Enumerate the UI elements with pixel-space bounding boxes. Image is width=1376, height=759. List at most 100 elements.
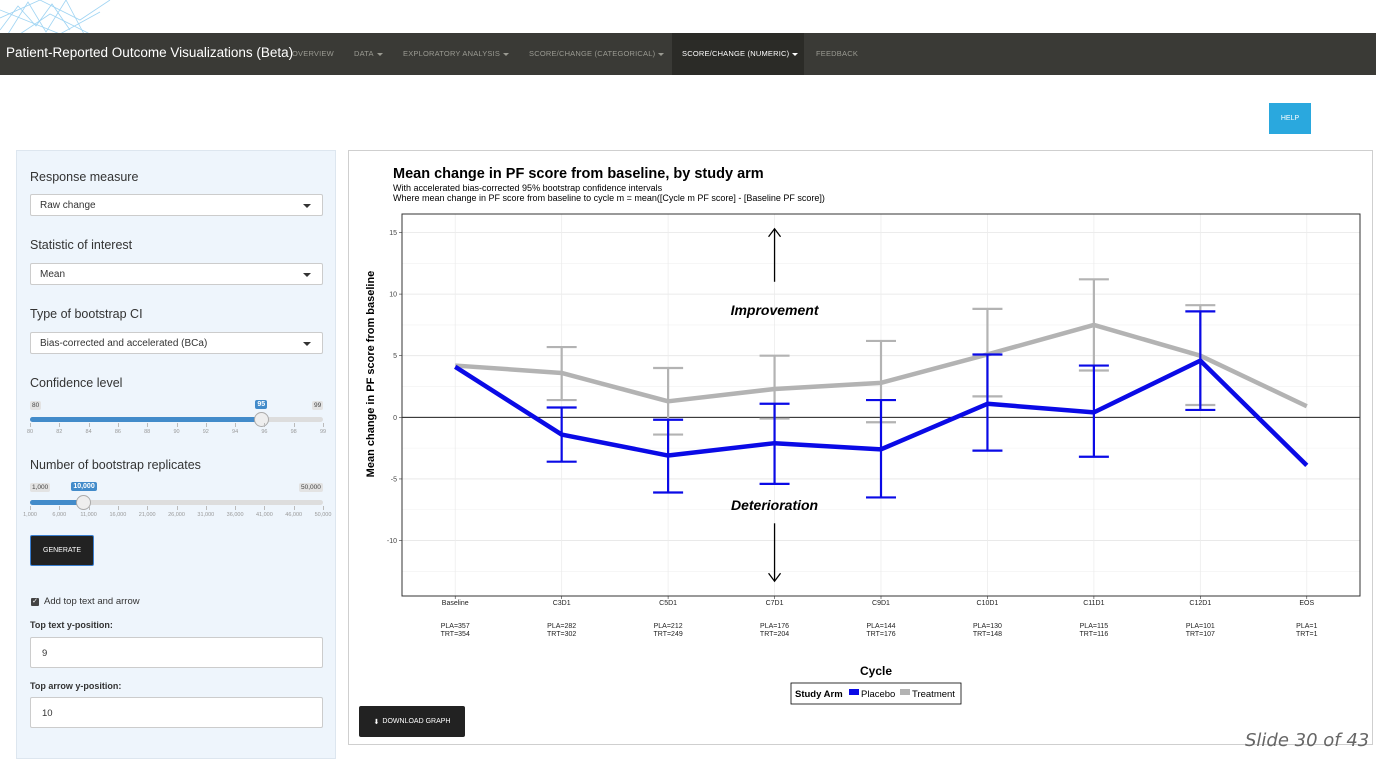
add-top-text-checkbox[interactable]: ✓: [31, 598, 39, 606]
slider-tick-label: 41,000: [255, 512, 273, 518]
response-measure-select[interactable]: Raw change: [30, 194, 323, 216]
replicates-value-label: 10,000: [71, 482, 97, 491]
annotation-improvement: Improvement: [731, 302, 820, 318]
confidence-value-label: 95: [255, 400, 268, 409]
slider-tick: [88, 423, 90, 427]
arrow-head-icon: [768, 572, 782, 583]
y-tick-label: -5: [391, 476, 397, 483]
slider-tick: [147, 423, 149, 427]
placebo-count-label: PLA=130: [973, 623, 1002, 630]
generate-button[interactable]: GENERATE: [30, 535, 94, 566]
x-tick-label: C3D1: [553, 600, 571, 607]
slider-tick-label: 82: [56, 429, 63, 435]
nav-feedback[interactable]: FEEDBACK: [816, 49, 859, 58]
x-tick-label: C11D1: [1083, 600, 1104, 607]
slider-tick: [264, 506, 266, 510]
treatment-count-label: TRT=354: [441, 631, 470, 638]
slider-tick: [293, 423, 295, 427]
nav-score-change-categorical[interactable]: SCORE/CHANGE (CATEGORICAL): [529, 49, 665, 58]
confidence-level-label: Confidence level: [30, 376, 123, 390]
settings-sidebar: Response measure Raw change Statistic of…: [16, 150, 336, 759]
slider-tick: [205, 506, 207, 510]
add-top-text-label: Add top text and arrow: [44, 596, 140, 607]
annotation-deterioration: Deterioration: [731, 497, 818, 513]
ci-type-select[interactable]: Bias-corrected and accelerated (BCa): [30, 332, 323, 354]
x-tick-label: C9D1: [872, 600, 890, 607]
chevron-down-icon: [303, 342, 311, 346]
slider-tick-label: 36,000: [226, 512, 244, 518]
y-tick-label: 15: [389, 230, 397, 237]
placebo-count-label: PLA=176: [760, 623, 789, 630]
slider-tick-label: 6,000: [52, 512, 67, 518]
download-graph-button[interactable]: ⬇ DOWNLOAD GRAPH: [359, 706, 465, 737]
slider-tick: [264, 423, 266, 427]
confidence-slider-ticks: 80 82 84 86 88 90 92 94 96 98 99: [27, 423, 326, 435]
arrow-head-icon: [768, 227, 782, 238]
y-tick-label: 5: [393, 353, 397, 360]
legend-label-placebo: Placebo: [861, 689, 895, 700]
app-logo: [0, 0, 120, 34]
nav-data[interactable]: DATA: [354, 49, 383, 58]
placebo-count-label: PLA=282: [547, 623, 576, 630]
replicates-slider[interactable]: [30, 500, 323, 505]
replicates-max-label: 50,000: [299, 483, 323, 492]
slider-tick: [293, 506, 295, 510]
placebo-count-label: PLA=1: [1296, 623, 1317, 630]
chart-legend: Study Arm Placebo Treatment: [790, 682, 962, 705]
top-arrow-y-value: 10: [42, 708, 53, 719]
replicates-slider-ticks: 1,000 6,000 11,000 16,000 21,000 26,000 31,000…: [23, 506, 331, 518]
slider-tick-label: 16,000: [109, 512, 127, 518]
legend-swatch-treatment: [900, 689, 910, 695]
slider-tick-label: 96: [261, 429, 268, 435]
treatment-count-label: TRT=302: [547, 631, 576, 638]
slider-tick-label: 46,000: [285, 512, 303, 518]
slider-tick: [176, 506, 178, 510]
confidence-slider[interactable]: [30, 417, 323, 422]
x-axis-label: Cycle: [860, 664, 892, 678]
replicates-slider-fill: [30, 500, 84, 505]
replicates-min-label: 1,000: [30, 483, 51, 492]
confidence-max-label: 99: [312, 401, 324, 410]
nav-score-change-numeric[interactable]: SCORE/CHANGE (NUMERIC): [682, 49, 799, 58]
nav-overview[interactable]: OVERVIEW: [292, 49, 334, 58]
slider-tick-label: 98: [290, 429, 297, 435]
statistic-select[interactable]: Mean: [30, 263, 323, 285]
top-navbar: Patient-Reported Outcome Visualizations …: [0, 33, 1376, 75]
treatment-count-label: TRT=116: [1080, 631, 1109, 638]
x-tick-label: EOS: [1299, 600, 1314, 607]
help-button[interactable]: HELP: [1269, 103, 1311, 134]
slider-tick-label: 21,000: [138, 512, 156, 518]
slider-tick: [30, 423, 31, 427]
placebo-count-label: PLA=357: [441, 623, 470, 630]
slider-tick-label: 99: [319, 429, 327, 435]
top-text-y-input[interactable]: 9: [30, 637, 323, 668]
treatment-count-label: TRT=249: [653, 631, 682, 638]
slider-tick: [176, 423, 178, 427]
x-tick-label: C12D1: [1189, 600, 1211, 607]
placebo-series-line: [454, 358, 1309, 467]
top-arrow-y-input[interactable]: 10: [30, 697, 323, 728]
treatment-count-label: TRT=107: [1186, 631, 1215, 638]
replicates-slider-handle[interactable]: [76, 495, 92, 510]
y-axis-label: Mean change in PF score from baseline: [365, 271, 377, 478]
slider-tick-label: 31,000: [197, 512, 215, 518]
slider-tick-label: 86: [114, 429, 121, 435]
app-brand[interactable]: Patient-Reported Outcome Visualizations …: [6, 45, 294, 60]
placebo-count-label: PLA=101: [1186, 623, 1215, 630]
replicates-label: Number of bootstrap replicates: [30, 458, 201, 472]
confidence-min-label: 80: [30, 401, 42, 410]
legend-swatch-placebo: [849, 689, 859, 695]
slider-tick-label: 80: [26, 429, 34, 435]
placebo-count-label: PLA=144: [867, 623, 896, 630]
slider-tick: [88, 506, 90, 510]
slider-tick: [117, 423, 119, 427]
statistic-label: Statistic of interest: [30, 238, 133, 252]
slider-tick: [235, 506, 237, 510]
download-icon: ⬇: [373, 718, 380, 726]
response-measure-value: Raw change: [40, 200, 96, 211]
legend-title: Study Arm: [795, 689, 843, 700]
y-tick-label: -10: [387, 538, 397, 545]
nav-exploratory-analysis[interactable]: EXPLORATORY ANALYSIS: [403, 49, 510, 58]
slider-tick-label: 84: [85, 429, 92, 435]
